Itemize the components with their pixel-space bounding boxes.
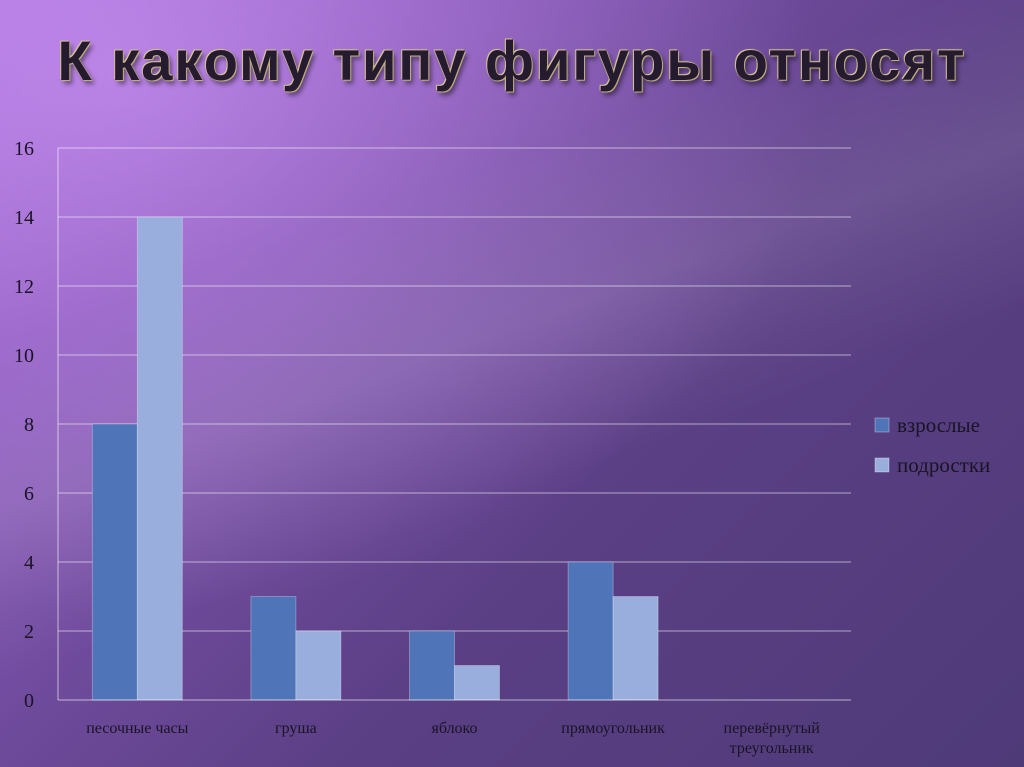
category-label: песочные часы — [86, 720, 188, 737]
legend-label: подростки — [897, 453, 990, 477]
y-tick-label: 2 — [24, 621, 34, 643]
legend: взрослые подростки — [874, 413, 990, 477]
y-tick-label: 10 — [14, 345, 34, 367]
bar-подростки-3 — [612, 596, 659, 701]
bar-подростки-1 — [295, 630, 342, 701]
y-tick-label: 12 — [14, 276, 34, 298]
gridlines — [58, 147, 851, 632]
category-label: треугольник — [730, 740, 814, 757]
bars — [91, 216, 659, 701]
y-tick-label: 4 — [24, 552, 34, 574]
bar-подростки-0 — [136, 216, 183, 701]
bar-взрослые-3 — [567, 561, 614, 701]
y-tick-label: 0 — [24, 690, 34, 712]
bar-взрослые-2 — [409, 630, 455, 701]
category-label: груша — [275, 720, 317, 737]
legend-swatch — [874, 457, 890, 473]
y-tick-labels: 0 2 4 6 8 10 12 14 16 — [14, 138, 34, 712]
bar-взрослые-1 — [250, 596, 297, 701]
y-tick-label: 16 — [14, 138, 34, 160]
legend-label: взрослые — [897, 413, 980, 437]
y-tick-label: 8 — [24, 414, 34, 436]
category-label: прямоугольник — [561, 720, 665, 737]
category-label: перевёрнутый — [724, 720, 821, 737]
axes — [57, 148, 851, 701]
y-tick-label: 14 — [14, 207, 34, 229]
bar-взрослые-0 — [91, 423, 138, 701]
category-labels: песочные часы груша яблоко прямоугольник пер… — [86, 720, 820, 757]
slide-title: К какому типу фигуры относят — [57, 29, 967, 92]
category-label: яблоко — [431, 720, 477, 737]
legend-swatch — [874, 417, 890, 433]
y-tick-label: 6 — [24, 483, 34, 505]
bar-подростки-2 — [454, 665, 500, 701]
